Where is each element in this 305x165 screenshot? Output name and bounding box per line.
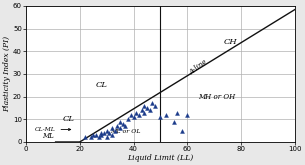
Point (99, 134, 104, 136)
Point (104, 129, 109, 132)
Point (109, 127, 114, 130)
Point (150, 102, 155, 105)
Text: CH: CH (224, 38, 237, 46)
Point (83, 136, 88, 139)
Point (88, 136, 93, 139)
Point (147, 109, 152, 112)
Point (152, 104, 157, 107)
Text: A-line: A-line (188, 58, 209, 77)
Text: CL: CL (95, 81, 107, 89)
Point (93, 134, 98, 136)
Text: CL: CL (63, 115, 75, 123)
Text: CL-ML: CL-ML (34, 127, 55, 132)
Point (118, 127, 123, 130)
X-axis label: Liquid Limit (LL): Liquid Limit (LL) (127, 153, 194, 162)
Point (158, 116, 163, 118)
Point (104, 136, 109, 139)
Text: ML: ML (42, 132, 53, 140)
Point (145, 107, 149, 109)
Point (109, 134, 114, 136)
Point (128, 114, 133, 116)
Text: MH or OH: MH or OH (198, 93, 235, 101)
Y-axis label: Plasticity Index (PI): Plasticity Index (PI) (3, 36, 12, 112)
Point (102, 132, 106, 134)
Point (136, 114, 141, 116)
Point (163, 114, 168, 116)
Point (120, 123, 125, 125)
Point (107, 132, 112, 134)
Point (112, 129, 117, 132)
Point (171, 120, 176, 123)
Point (142, 104, 147, 107)
Text: ML or OL: ML or OL (110, 129, 141, 134)
Point (126, 118, 131, 121)
Point (142, 111, 147, 114)
Point (118, 120, 123, 123)
Point (134, 111, 139, 114)
Point (139, 109, 144, 112)
Point (91, 134, 96, 136)
Point (185, 114, 190, 116)
Point (96, 136, 101, 139)
Point (115, 125, 120, 127)
Point (99, 132, 104, 134)
Point (131, 116, 136, 118)
Point (174, 111, 179, 114)
Point (179, 129, 184, 132)
Point (123, 125, 128, 127)
